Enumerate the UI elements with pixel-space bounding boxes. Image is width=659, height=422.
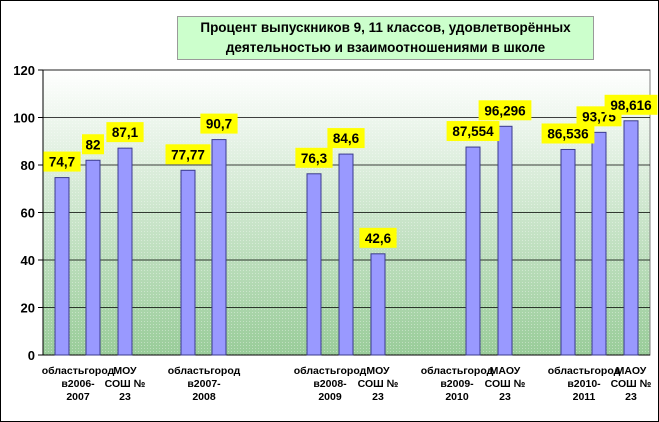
data-label-1: 82 <box>85 137 100 152</box>
category-label-4-line-0: МОУ <box>366 365 390 377</box>
bar-2 <box>117 147 133 356</box>
category-label-6-line-0: МАОУ <box>490 365 521 377</box>
category-label-3: областьгород в2008-2009 <box>294 365 367 403</box>
data-label-6: 84,6 <box>333 131 360 146</box>
category-label-6-line-2: 23 <box>499 391 511 403</box>
data-label-box-5 <box>295 147 333 168</box>
category-label-8-line-2: 23 <box>625 391 637 403</box>
category-label-1-line-2: 23 <box>119 391 131 403</box>
data-label-box-6 <box>327 128 365 149</box>
category-label-0: областьгород в2006-2007 <box>42 365 115 403</box>
category-label-1: МОУ СОШ № 23 <box>105 365 146 403</box>
bar-3 <box>180 169 196 356</box>
y-tick-label-20: 20 <box>21 301 35 316</box>
bar-4 <box>211 139 227 356</box>
category-label-2: областьгород в2007-2008 <box>168 365 241 403</box>
chart-title-line-1: Процент выпускников 9, 11 классов, удовл… <box>200 20 571 35</box>
y-tick-label-100: 100 <box>13 111 35 126</box>
data-label-box-8 <box>446 121 500 142</box>
category-label-7-line-2: 2011 <box>573 391 596 403</box>
y-tick-label-80: 80 <box>21 158 35 173</box>
data-label-8: 87,554 <box>452 124 494 139</box>
category-label-5: областьгород в2009-2010 <box>421 365 494 403</box>
bar-9 <box>497 125 513 356</box>
bar-11 <box>591 131 607 356</box>
y-tick-label-40: 40 <box>21 253 35 268</box>
category-label-3-line-2: 2009 <box>318 391 342 403</box>
category-label-3-line-1: в2008- <box>313 378 347 390</box>
data-label-10: 86,536 <box>547 126 589 141</box>
category-label-8: МАОУ СОШ № 23 <box>611 365 652 403</box>
category-label-7-line-0: областьгород <box>548 365 621 377</box>
y-tick-label-60: 60 <box>21 206 35 221</box>
category-label-7: областьгород в2010-2011 <box>548 365 621 403</box>
bar-8 <box>465 146 481 356</box>
data-label-2: 87,1 <box>112 125 139 140</box>
bar-12 <box>623 120 639 356</box>
bar-10 <box>560 148 576 356</box>
data-label-box-0 <box>43 151 81 172</box>
category-label-5-line-0: областьгород <box>421 365 494 377</box>
category-label-5-line-1: в2009- <box>440 378 474 390</box>
category-label-6: МАОУ СОШ № 23 <box>485 365 526 403</box>
data-label-4: 90,7 <box>206 117 232 132</box>
data-label-9: 96,296 <box>484 103 526 118</box>
data-label-0: 74,7 <box>49 155 75 170</box>
data-label-box-10 <box>541 123 595 144</box>
category-label-0-line-1: в2006- <box>61 378 95 390</box>
category-label-2-line-0: областьгород <box>168 365 241 377</box>
data-label-12: 98,616 <box>610 98 652 113</box>
category-label-4-line-1: СОШ № <box>358 378 399 390</box>
category-label-3-line-0: областьгород <box>294 365 367 377</box>
category-label-5-line-2: 2010 <box>445 391 469 403</box>
category-label-8-line-0: МАОУ <box>616 365 647 377</box>
chart-title-line-2: деятельностью и взаимоотношениями в школ… <box>225 40 546 55</box>
chart-title: Процент выпускников 9, 11 классов, удовл… <box>177 16 594 60</box>
bar-5 <box>306 173 322 356</box>
data-label-box-7 <box>359 227 397 248</box>
y-tick-label-120: 120 <box>13 63 35 78</box>
data-label-box-1 <box>82 134 104 155</box>
data-label-box-4 <box>200 113 238 134</box>
bar-7 <box>370 253 386 356</box>
axes: 0 20 40 60 80 100 120 <box>13 63 650 363</box>
data-label-box-2 <box>106 122 144 143</box>
bar-1 <box>85 159 101 356</box>
category-label-0-line-2: 2007 <box>66 391 90 403</box>
data-label-5: 76,3 <box>301 151 328 166</box>
category-label-1-line-0: МОУ <box>113 365 137 377</box>
category-label-2-line-2: 2008 <box>192 391 216 403</box>
category-label-0-line-0: областьгород <box>42 365 115 377</box>
category-label-7-line-1: в2010- <box>567 378 601 390</box>
data-label-box-3 <box>165 144 211 165</box>
category-label-4: МОУ СОШ № 23 <box>358 365 399 403</box>
category-label-2-line-1: в2007- <box>187 378 221 390</box>
data-label-7: 42,6 <box>365 231 392 246</box>
data-label-box-9 <box>478 100 532 121</box>
category-label-1-line-1: СОШ № <box>105 378 146 390</box>
category-label-4-line-2: 23 <box>372 391 384 403</box>
bars <box>54 120 639 356</box>
y-tick-label-0: 0 <box>28 348 35 363</box>
bar-0 <box>54 177 70 356</box>
data-label-3: 77,77 <box>171 147 205 162</box>
data-label-box-12 <box>604 94 658 115</box>
category-label-8-line-1: СОШ № <box>611 378 652 390</box>
bar-6 <box>338 153 354 356</box>
category-label-6-line-1: СОШ № <box>485 378 526 390</box>
